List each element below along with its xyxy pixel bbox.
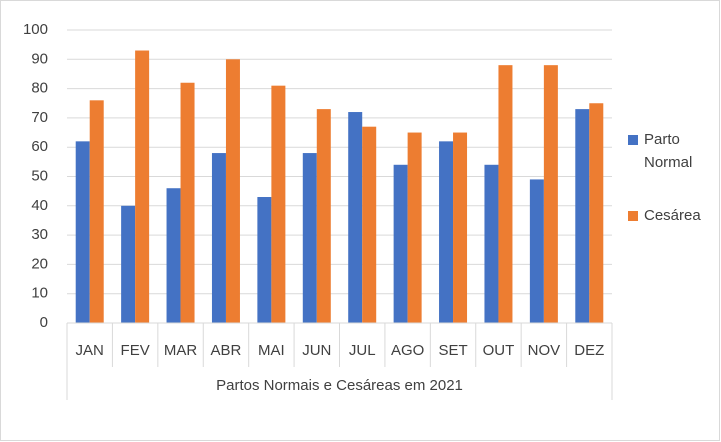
y-tick-label: 20	[31, 255, 48, 272]
legend-swatch	[628, 135, 638, 145]
bar	[89, 100, 104, 323]
bar	[484, 164, 499, 323]
bar	[529, 179, 544, 323]
bar	[453, 132, 468, 323]
bar	[362, 126, 377, 323]
y-tick-label: 70	[31, 109, 48, 126]
bar	[211, 153, 226, 323]
x-axis-label: Partos Normais e Cesáreas em 2021	[216, 377, 463, 394]
y-tick-label: 60	[31, 138, 48, 155]
y-tick-label: 50	[31, 167, 48, 184]
y-tick-label: 90	[31, 50, 48, 67]
x-tick-label: MAI	[258, 342, 285, 359]
bar	[180, 82, 195, 324]
bar	[75, 141, 90, 323]
bar	[316, 109, 331, 323]
y-tick-label: 0	[40, 314, 48, 331]
x-tick-label: MAR	[164, 342, 198, 359]
legend: Parto Normal Cesárea	[628, 128, 713, 257]
legend-swatch	[628, 211, 638, 221]
x-tick-label: ABR	[211, 342, 242, 359]
x-tick-label: FEV	[121, 342, 150, 359]
legend-label: Parto Normal	[644, 131, 693, 171]
bar	[302, 153, 317, 323]
x-tick-label: DEZ	[574, 342, 604, 359]
bar	[257, 197, 272, 323]
bar	[393, 164, 408, 323]
y-tick-label: 40	[31, 197, 48, 214]
legend-label: Cesárea	[644, 207, 701, 224]
x-tick-label: JUL	[349, 342, 376, 359]
bar	[271, 85, 286, 323]
x-tick-label: JUN	[302, 342, 331, 359]
legend-item: Parto Normal	[628, 128, 713, 174]
x-tick-label: OUT	[483, 342, 515, 359]
bar	[348, 112, 363, 323]
bar	[575, 109, 590, 323]
x-tick-label: JAN	[76, 342, 104, 359]
x-tick-label: AGO	[391, 342, 424, 359]
bar	[135, 50, 150, 323]
bar	[543, 65, 558, 323]
bar	[407, 132, 422, 323]
bar	[225, 59, 240, 324]
y-tick-label: 10	[31, 285, 48, 302]
y-tick-label: 30	[31, 226, 48, 243]
bar	[166, 188, 181, 323]
bar	[439, 141, 454, 323]
y-tick-label: 80	[31, 80, 48, 97]
x-tick-label: NOV	[528, 342, 561, 359]
x-tick-label: SET	[438, 342, 467, 359]
legend-item: Cesárea	[628, 204, 713, 227]
bar	[121, 205, 136, 323]
bar	[498, 65, 513, 323]
y-tick-label: 100	[23, 21, 48, 38]
bar	[589, 103, 604, 323]
